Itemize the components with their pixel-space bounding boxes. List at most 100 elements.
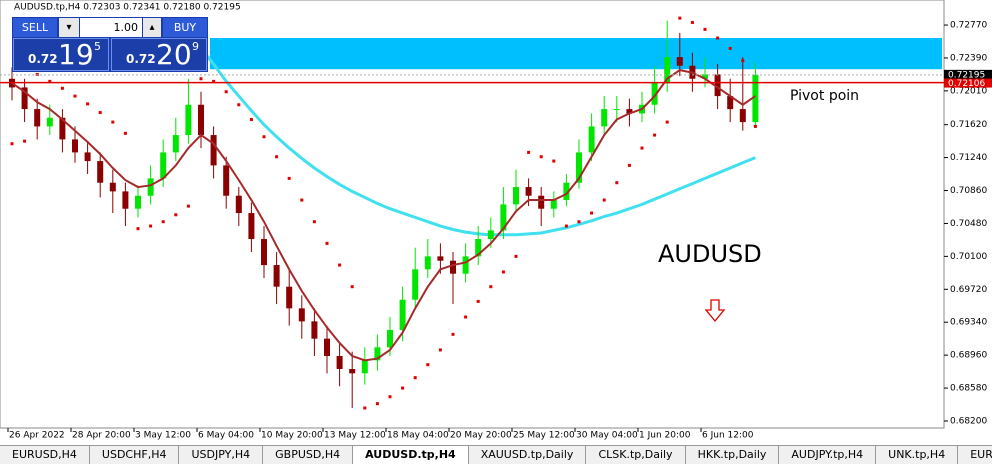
sell-button[interactable]: SELL <box>13 18 57 37</box>
candle-body <box>46 117 53 127</box>
sar-dot <box>350 285 354 289</box>
candle-body <box>160 152 167 179</box>
annotation: AUDUSD <box>658 240 762 268</box>
tab[interactable]: AUDJPY.tp,H4 <box>779 446 877 464</box>
tab[interactable]: GBPUSD,H4 <box>263 446 354 464</box>
sar-dot <box>199 77 203 81</box>
sar-dot <box>615 181 619 185</box>
buy-price[interactable]: 0.72 20 9 <box>111 38 207 71</box>
sar-dot <box>690 20 694 24</box>
candle-body <box>198 104 204 136</box>
x-tick-label: 1 Jun 20:00 <box>639 431 691 441</box>
candle-body <box>550 200 557 209</box>
candle-body <box>462 256 469 274</box>
sar-dot <box>678 16 682 20</box>
tab[interactable]: USDJPY,H4 <box>179 446 264 464</box>
sar-dot <box>590 211 594 215</box>
tab[interactable]: EURJP <box>958 446 992 464</box>
candle-body <box>261 239 267 266</box>
candle-body <box>147 178 154 196</box>
candle-body <box>727 96 734 110</box>
candle-body <box>248 213 255 240</box>
sar-dot <box>161 220 165 224</box>
x-tick-label: 20 May 20:00 <box>450 431 512 441</box>
sar-dot <box>60 86 64 90</box>
sar-dot <box>224 90 228 94</box>
pivot-label-bg <box>944 78 992 88</box>
sar-dot <box>564 224 568 228</box>
lot-increase[interactable]: ▴ <box>143 18 161 37</box>
sar-dot <box>136 227 140 231</box>
price-pip: 5 <box>94 40 101 53</box>
sell-price[interactable]: 0.72 19 5 <box>13 38 109 71</box>
sar-dot <box>388 395 392 399</box>
tab-bar: EURUSD,H4 USDCHF,H4 USDJPY,H4 GBPUSD,H4 AUDU… <box>0 445 992 464</box>
x-tick-label: 18 May 04:00 <box>387 431 449 441</box>
candle-body <box>412 269 419 300</box>
y-tick-label: 0.68960 <box>950 351 987 361</box>
candle-body <box>235 195 242 214</box>
sar-dot <box>23 139 27 143</box>
sar-dot <box>501 270 505 274</box>
y-tick-label: 0.72010 <box>950 86 987 96</box>
candle-body <box>588 126 595 153</box>
x-tick-label: 30 May 04:00 <box>576 431 638 441</box>
trade-panel: SELL ▾ 1.00 ▴ BUY 0.72 19 5 0.72 20 9 <box>12 17 208 72</box>
y-tick-label: 0.68200 <box>950 416 987 426</box>
sar-dot <box>48 79 52 83</box>
sar-dot <box>426 363 430 367</box>
candle-body <box>349 368 356 374</box>
sar-dot <box>703 27 707 31</box>
tab[interactable]: XAUUSD.tp,Daily <box>469 446 587 464</box>
candle-body <box>59 117 66 140</box>
chart-title: AUDUSD.tp,H4 0.72303 0.72341 0.72180 0.7… <box>14 3 241 13</box>
candle-body <box>538 195 545 209</box>
price-prefix: 0.72 <box>28 52 58 66</box>
sar-dot <box>287 176 291 180</box>
x-tick-label: 26 Apr 2022 <box>9 431 65 441</box>
y-tick-label: 0.69720 <box>950 285 987 295</box>
y-tick-label: 0.72770 <box>950 21 987 31</box>
lot-input[interactable]: 1.00 <box>80 18 142 37</box>
lot-decrease[interactable]: ▾ <box>59 18 79 37</box>
price-pip: 9 <box>192 40 199 53</box>
candle-body <box>487 230 494 240</box>
candle-body <box>651 83 658 105</box>
sar-dot <box>325 241 329 245</box>
sar-dot <box>602 198 606 202</box>
sar-dot <box>123 131 127 135</box>
candle-body <box>450 260 456 274</box>
sar-dot <box>375 402 379 406</box>
x-tick-label: 25 May 12:00 <box>513 431 575 441</box>
tab[interactable]: HKK.tp,Daily <box>686 446 780 464</box>
sar-dot <box>149 224 153 228</box>
candle-body <box>714 74 721 97</box>
tab[interactable]: CLSK.tp,Daily <box>586 446 686 464</box>
pivot-label: 0.72106 <box>948 79 985 89</box>
sar-dot <box>363 406 367 410</box>
candle-body <box>122 191 129 209</box>
candle-body <box>361 360 368 374</box>
y-tick-label: 0.72390 <box>950 53 987 63</box>
tab[interactable]: UNK.tp,H4 <box>876 446 959 464</box>
down-arrow <box>704 299 726 323</box>
buy-button[interactable]: BUY <box>163 18 207 37</box>
zone <box>210 38 942 70</box>
tab[interactable]: EURUSD,H4 <box>0 446 90 464</box>
sar-dot <box>665 120 669 124</box>
price-label: 0.72195 <box>948 70 985 80</box>
candle-body <box>664 57 671 84</box>
sar-dot <box>640 146 644 150</box>
y-tick-label: 0.71240 <box>950 153 987 163</box>
tab[interactable]: AUDUSD.tp,H4 <box>353 446 469 464</box>
candle-body <box>676 57 683 66</box>
tab[interactable]: USDCHF,H4 <box>90 446 180 464</box>
y-tick-label: 0.70100 <box>950 252 987 262</box>
candle-body <box>21 87 28 110</box>
candle-body <box>109 182 116 192</box>
candle-body <box>34 109 41 127</box>
candle-body <box>374 347 381 361</box>
sar-dot <box>464 315 468 319</box>
candle-body <box>525 187 532 196</box>
